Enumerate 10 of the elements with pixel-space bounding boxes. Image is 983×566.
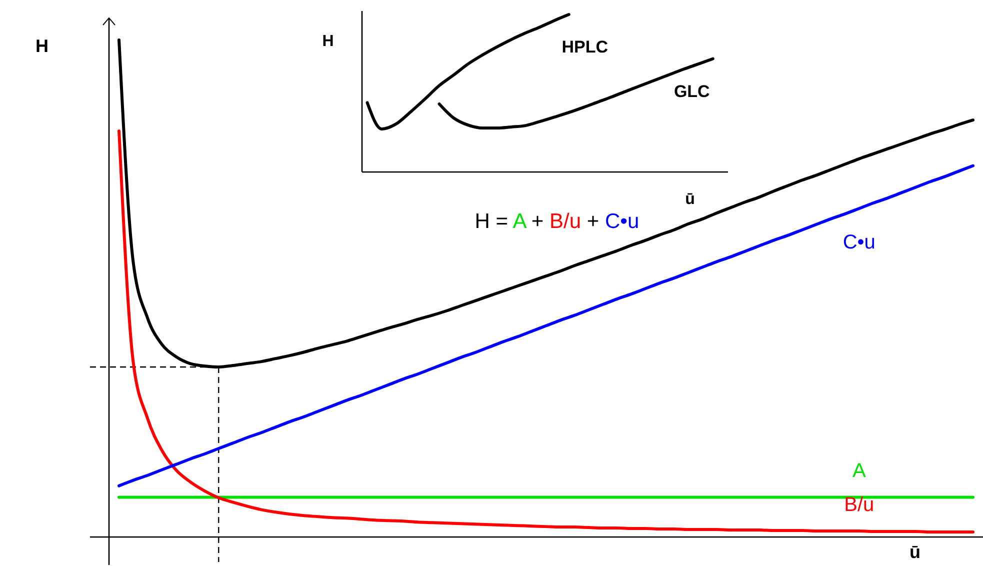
x-axis-title: ū	[910, 542, 920, 562]
y-axis-title: H	[36, 36, 48, 56]
series-label: C•u	[842, 231, 876, 254]
series-label: B/u	[844, 494, 874, 516]
x-axis-title: ū	[685, 191, 695, 208]
series-label: A	[852, 460, 866, 482]
series-label: GLC	[674, 82, 710, 101]
annotation: H = A + B/u + C•u	[474, 210, 640, 233]
series-label: HPLC	[562, 38, 608, 56]
y-axis-title: H	[322, 33, 334, 50]
